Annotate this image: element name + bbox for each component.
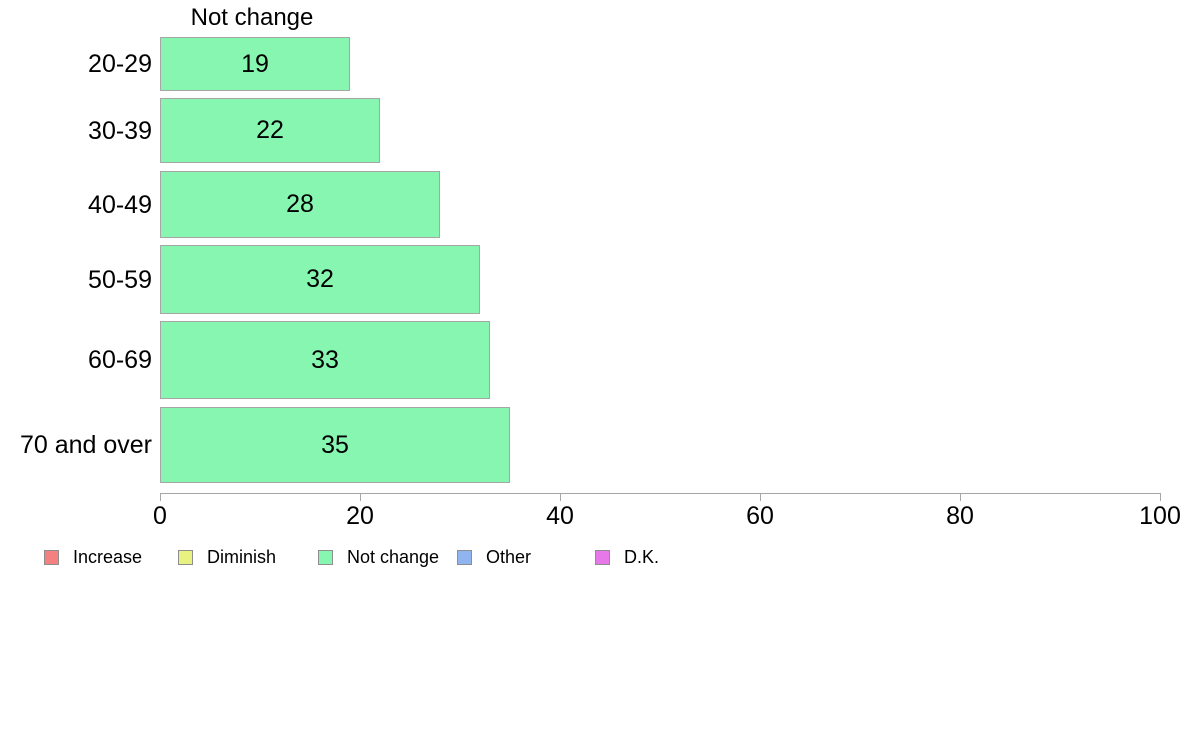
legend-item: Other bbox=[457, 548, 531, 566]
legend-item: Diminish bbox=[178, 548, 276, 566]
bar: 33 bbox=[160, 321, 490, 399]
legend-item: Not change bbox=[318, 548, 439, 566]
x-axis-tick-label: 100 bbox=[1139, 502, 1181, 530]
x-axis-tick-label: 40 bbox=[546, 502, 574, 530]
x-axis-tick bbox=[560, 494, 561, 501]
x-axis-tick bbox=[960, 494, 961, 501]
bar: 35 bbox=[160, 407, 510, 483]
legend-item: D.K. bbox=[595, 548, 659, 566]
bar: 28 bbox=[160, 171, 440, 238]
legend-item: Increase bbox=[44, 548, 142, 566]
legend-swatch-icon bbox=[178, 549, 193, 565]
x-axis-tick-label: 20 bbox=[346, 502, 374, 530]
x-axis-tick-label: 80 bbox=[946, 502, 974, 530]
bar: 19 bbox=[160, 37, 350, 91]
legend-swatch-icon bbox=[595, 549, 610, 565]
category-label: 20-29 bbox=[88, 50, 152, 78]
category-label: 30-39 bbox=[88, 116, 152, 145]
bar-value-label: 35 bbox=[321, 430, 349, 459]
bar: 32 bbox=[160, 245, 480, 314]
bar-value-label: 33 bbox=[311, 345, 339, 374]
bar-value-label: 32 bbox=[306, 265, 334, 293]
legend-swatch-icon bbox=[318, 549, 333, 565]
legend-swatch-icon bbox=[457, 549, 472, 565]
x-axis-tick-label: 0 bbox=[153, 502, 167, 530]
x-axis-line bbox=[160, 493, 1161, 494]
x-axis-tick bbox=[360, 494, 361, 501]
category-label: 40-49 bbox=[88, 190, 152, 219]
bar-value-label: 19 bbox=[241, 49, 269, 78]
x-axis-tick bbox=[760, 494, 761, 501]
category-label: 50-59 bbox=[88, 265, 152, 294]
x-axis-tick bbox=[160, 494, 161, 501]
legend-label: Not change bbox=[347, 547, 440, 567]
x-axis-tick-label: 60 bbox=[746, 502, 774, 530]
bar-value-label: 22 bbox=[256, 116, 284, 144]
bar: 22 bbox=[160, 98, 380, 163]
legend-label: D.K. bbox=[624, 547, 660, 567]
legend-label: Other bbox=[486, 547, 532, 567]
chart-title: Not change bbox=[190, 4, 314, 31]
category-label: 70 and over bbox=[19, 431, 152, 459]
x-axis-tick bbox=[1160, 494, 1161, 501]
bar-value-label: 28 bbox=[286, 190, 314, 218]
legend-label: Increase bbox=[73, 547, 143, 567]
category-label: 60-69 bbox=[88, 346, 152, 374]
legend-swatch-icon bbox=[44, 549, 59, 565]
legend-label: Diminish bbox=[207, 547, 277, 567]
